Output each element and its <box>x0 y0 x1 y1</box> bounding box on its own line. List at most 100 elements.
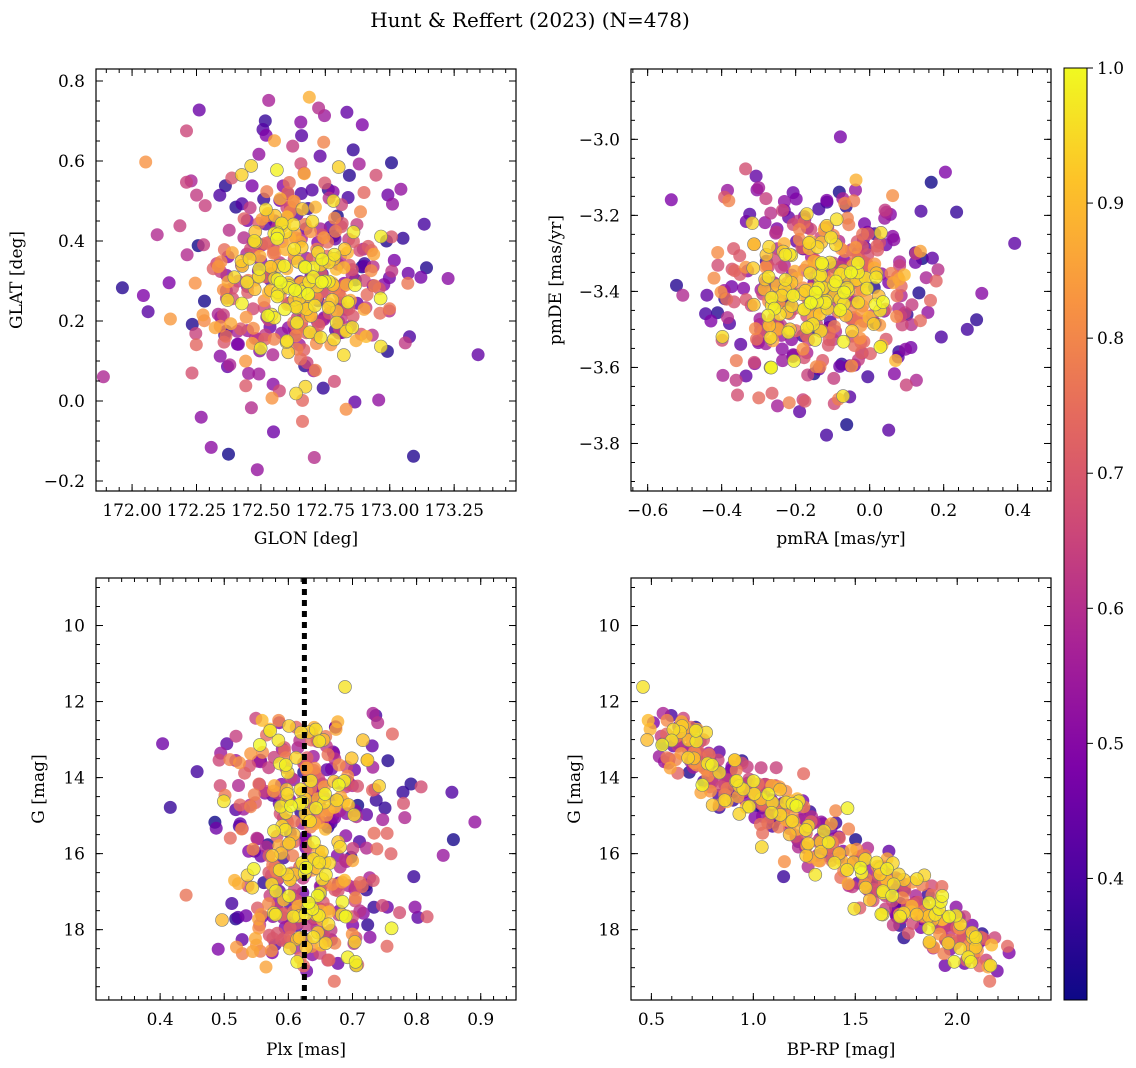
data-point <box>874 907 889 922</box>
data-point <box>312 855 327 870</box>
data-point <box>933 927 947 941</box>
data-point <box>722 194 736 208</box>
data-point <box>737 281 751 295</box>
data-point <box>229 729 243 743</box>
data-point <box>739 162 753 176</box>
data-point <box>308 722 323 737</box>
data-point <box>308 298 322 313</box>
data-point <box>371 716 385 730</box>
data-point <box>372 779 386 793</box>
data-point <box>746 297 761 312</box>
data-point <box>360 753 375 767</box>
data-point <box>878 203 892 217</box>
data-point <box>827 371 841 385</box>
data-point <box>180 175 193 189</box>
data-point <box>222 223 236 237</box>
data-point <box>310 888 325 903</box>
data-point <box>326 194 341 208</box>
data-point <box>922 895 936 910</box>
data-point <box>373 291 388 306</box>
data-point <box>136 289 150 302</box>
points-pmra-pmde <box>664 130 1022 442</box>
data-point <box>366 874 380 887</box>
data-point <box>333 840 347 854</box>
xlabel-glon-glat: GLON [deg] <box>254 529 358 549</box>
data-point <box>929 274 943 288</box>
data-point <box>327 247 342 262</box>
data-point <box>280 787 295 801</box>
data-point <box>245 880 259 895</box>
data-point <box>380 939 394 953</box>
data-point <box>983 974 997 988</box>
colorbar-tick-label: 0.7 <box>1097 464 1124 484</box>
data-point <box>925 879 939 893</box>
data-point <box>216 308 230 322</box>
data-point <box>315 252 330 267</box>
data-point <box>914 204 928 218</box>
data-point <box>188 276 202 290</box>
data-point <box>262 93 276 107</box>
data-point <box>357 302 371 316</box>
data-point <box>235 822 249 836</box>
data-point <box>396 231 410 245</box>
x-tick-label: 172.00 <box>102 501 161 521</box>
data-point <box>268 246 282 260</box>
data-point <box>890 310 904 323</box>
data-point <box>947 954 962 969</box>
data-point <box>840 863 854 877</box>
data-point <box>739 369 753 383</box>
data-point <box>851 255 865 270</box>
data-point <box>778 272 793 287</box>
data-point <box>851 295 865 310</box>
data-point <box>220 737 234 751</box>
data-point <box>290 955 305 969</box>
data-point <box>367 247 381 261</box>
x-tick-label: 0.0 <box>856 501 883 521</box>
data-point <box>970 313 984 327</box>
data-point <box>266 348 280 362</box>
data-point <box>367 826 381 840</box>
xlabel-bprp-g: BP-RP [mag] <box>787 1040 896 1060</box>
data-point <box>273 275 288 290</box>
data-point <box>336 348 351 362</box>
data-point <box>862 893 877 907</box>
data-point <box>267 332 281 346</box>
data-point <box>890 289 904 303</box>
data-point <box>808 867 823 882</box>
y-tick-label: 16 <box>63 845 85 865</box>
data-point <box>931 263 945 277</box>
data-point <box>788 264 802 278</box>
data-point <box>893 909 907 924</box>
data-point <box>828 274 843 289</box>
data-point <box>255 713 269 727</box>
data-point <box>318 176 332 190</box>
data-point <box>640 733 654 747</box>
data-point <box>223 831 237 845</box>
data-point <box>754 840 769 854</box>
data-point <box>636 680 650 694</box>
y-tick-label: 0.0 <box>58 392 85 412</box>
data-point <box>282 889 296 903</box>
data-point <box>813 845 828 859</box>
data-point <box>853 860 868 875</box>
data-point <box>346 235 360 248</box>
data-point <box>316 381 330 395</box>
data-point <box>394 182 408 196</box>
data-point <box>252 777 266 791</box>
data-point <box>746 261 761 276</box>
data-point <box>950 205 964 219</box>
data-point <box>141 305 155 319</box>
x-tick-label: 173.00 <box>360 501 419 521</box>
data-point <box>764 206 778 220</box>
y-tick-label: 14 <box>598 769 620 789</box>
data-point <box>361 918 375 932</box>
data-point <box>714 285 728 299</box>
data-point <box>239 310 253 324</box>
data-point <box>789 799 804 813</box>
data-point <box>414 270 428 284</box>
data-point <box>369 793 383 807</box>
data-point <box>211 942 225 956</box>
data-point <box>842 822 856 836</box>
data-point <box>286 139 300 153</box>
data-point <box>357 186 371 199</box>
